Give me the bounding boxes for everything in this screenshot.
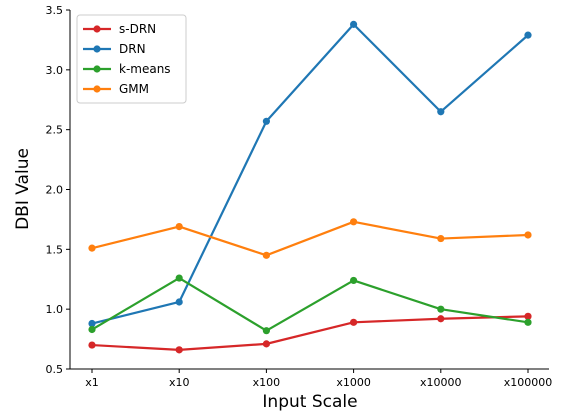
data-point-k-means bbox=[175, 274, 183, 282]
data-point-drn bbox=[88, 319, 96, 328]
y-tick-label: 1.0 bbox=[46, 303, 64, 316]
data-point-gmm bbox=[437, 234, 445, 243]
legend-label-gmm: GMM bbox=[119, 82, 149, 96]
y-tick-label: 0.5 bbox=[46, 363, 64, 376]
x-tick-label: x10000 bbox=[420, 376, 462, 389]
data-point-gmm bbox=[524, 231, 532, 239]
x-tick-label: x100 bbox=[253, 376, 281, 389]
y-tick-label: 3.0 bbox=[46, 64, 64, 77]
data-point-drn bbox=[350, 20, 358, 28]
series-line-s-drn bbox=[91, 315, 529, 351]
data-point-s-drn bbox=[524, 312, 532, 320]
y-tick-label: 2.0 bbox=[46, 184, 64, 197]
legend-box bbox=[76, 14, 187, 104]
data-point-s-drn bbox=[175, 346, 183, 354]
legend-label-k-means: k-means bbox=[119, 62, 171, 76]
y-tick-label: 1.5 bbox=[46, 243, 64, 256]
data-point-gmm bbox=[350, 218, 358, 226]
series-line-k-means bbox=[91, 276, 529, 332]
series-line-drn bbox=[91, 23, 529, 325]
data-point-k-means bbox=[262, 327, 270, 335]
x-tick-label: x1000 bbox=[336, 376, 371, 389]
x-tick-label: x100000 bbox=[504, 376, 553, 389]
data-point-drn bbox=[437, 108, 445, 116]
data-point-k-means bbox=[437, 305, 445, 313]
legend: s-DRN DRN k-means GMM bbox=[76, 14, 187, 104]
data-point-drn bbox=[262, 117, 270, 125]
y-axis-label: DBI Value bbox=[13, 148, 33, 230]
data-point-s-drn bbox=[262, 340, 270, 348]
y-tick-label: 2.5 bbox=[46, 124, 64, 137]
data-point-gmm bbox=[262, 251, 270, 259]
data-point-drn bbox=[175, 298, 183, 306]
data-point-s-drn bbox=[350, 318, 358, 326]
data-point-k-means bbox=[350, 276, 358, 285]
ticks: x1 x10 x100 x1000 x10000 x100000 0.5 1.0 1.5 2.0 2… bbox=[46, 4, 553, 389]
data-point-gmm bbox=[88, 244, 96, 252]
data-point-s-drn bbox=[88, 341, 96, 349]
data-point-k-means bbox=[88, 325, 96, 334]
legend-marker-gmm bbox=[93, 85, 101, 93]
legend-marker-s-drn bbox=[93, 25, 101, 33]
data-point-gmm bbox=[175, 222, 183, 231]
x-axis-label: Input Scale bbox=[262, 392, 357, 412]
series-layer bbox=[88, 20, 532, 354]
legend-marker-k-means bbox=[93, 65, 101, 73]
data-point-s-drn bbox=[437, 315, 445, 323]
y-tick-label: 3.5 bbox=[46, 4, 64, 17]
legend-label-drn: DRN bbox=[119, 42, 146, 56]
series-line-gmm bbox=[91, 220, 529, 257]
x-tick-label: x1 bbox=[85, 376, 99, 389]
x-tick-label: x10 bbox=[169, 376, 190, 389]
data-point-drn bbox=[524, 31, 532, 39]
legend-marker-drn bbox=[93, 45, 101, 53]
data-point-k-means bbox=[524, 318, 532, 326]
legend-label-s-drn: s-DRN bbox=[119, 22, 156, 36]
